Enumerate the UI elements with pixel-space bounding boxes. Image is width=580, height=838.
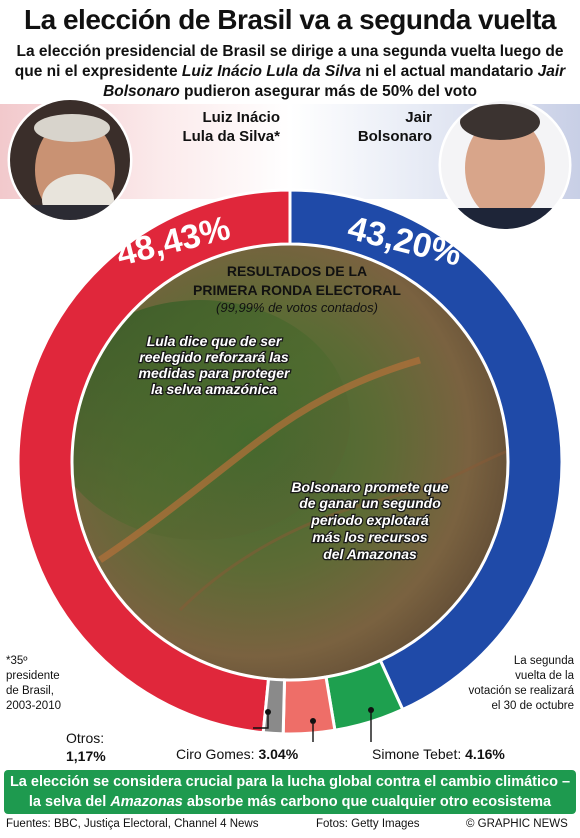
simone-label: Simone Tebet: 4.16% [372, 746, 505, 762]
otros-segment [261, 677, 287, 736]
otros-leader-line [253, 715, 269, 729]
graphic-news-logo: © GRAPHIC NEWS [466, 818, 568, 830]
lula-quote-line: Lula dice que de ser [147, 333, 283, 349]
ciro-label: Ciro Gomes: 3.04% [176, 746, 299, 762]
ciro-leader-dot [310, 718, 316, 724]
lula-quote: Lula dice que de ser reelegido reforzará… [137, 332, 292, 399]
lula-segment [16, 188, 292, 735]
otros-label: Otros: 1,17% [66, 730, 106, 764]
bolsonaro-quote-line: más los recursos [312, 529, 427, 545]
photo-credit: Fotos: Getty Images [316, 818, 420, 830]
results-count-note: (99,99% de votos contados) [216, 300, 378, 315]
leader-lines [253, 712, 372, 742]
bolsonaro-name: Jair Bolsonaro [357, 109, 432, 145]
bolsonaro-quote: Bolsonaro promete que de ganar un segund… [290, 478, 450, 564]
results-heading-line2: PRIMERA RONDA ELECTORAL [193, 282, 401, 298]
subtitle: La elección presidencial de Brasil se di… [14, 43, 566, 100]
climate-note-band: La elección se considera crucial para la… [4, 770, 576, 814]
bolsonaro-quote-line: periodo explotará [310, 512, 429, 528]
page-title: La elección de Brasil va a segunda vuelt… [24, 4, 556, 35]
simone-leader-dot [368, 707, 374, 713]
bolsonaro-segment [288, 188, 564, 712]
ciro-segment [281, 675, 337, 736]
results-ring [16, 188, 564, 736]
sources-credit: Fuentes: BBC, Justiça Electoral, Channel… [6, 818, 259, 830]
otros-leader-dot [265, 709, 271, 715]
bolsonaro-quote-line: Bolsonaro promete que [291, 479, 448, 495]
lula-quote-line: reelegido reforzará las [139, 349, 289, 365]
results-heading-line1: RESULTADOS DE LA [227, 263, 367, 279]
lula-portrait [7, 97, 133, 223]
bolsonaro-portrait [438, 98, 572, 232]
lula-quote-line: medidas para proteger [139, 365, 291, 381]
bolsonaro-quote-line: del Amazonas [323, 546, 417, 562]
runoff-date-note: La segunda vuelta de la votación se realiz… [468, 655, 574, 712]
amazon-forest-photo [72, 244, 508, 680]
lula-name: Luiz Inácio Lula da Silva* [182, 109, 280, 145]
lula-footnote: *35º presidente de Brasil, 2003-2010 [6, 655, 61, 712]
lula-quote-line: la selva amazónica [151, 381, 277, 397]
bolsonaro-quote-line: de ganar un segundo [299, 495, 441, 511]
